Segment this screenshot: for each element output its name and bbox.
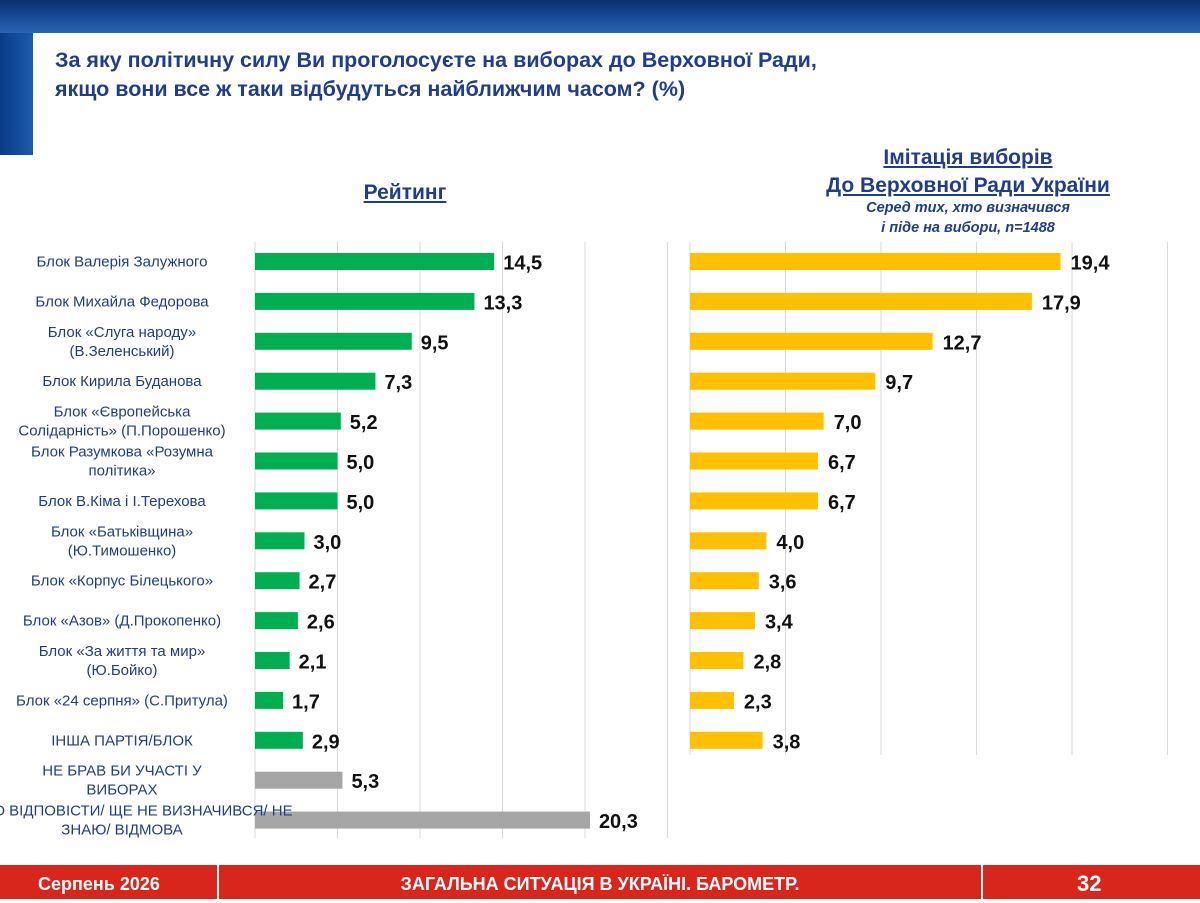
footer-divider bbox=[981, 865, 983, 899]
category-label: НЕ БРАВ БИ УЧАСТІ У bbox=[42, 763, 202, 780]
rating-bar bbox=[255, 652, 290, 669]
category-label: Блок Михайла Федорова bbox=[35, 293, 209, 310]
rating-value-label: 20,3 bbox=[599, 811, 638, 833]
question-line-2: якщо вони все ж таки відбудуться найближ… bbox=[55, 77, 686, 101]
rating-title: Рейтинг bbox=[363, 181, 447, 204]
rating-bar bbox=[255, 332, 412, 350]
rating-bar bbox=[255, 372, 376, 390]
simulation-value-label: 7,0 bbox=[834, 412, 862, 434]
simulation-bar bbox=[690, 452, 818, 470]
category-label: (Ю.Бойко) bbox=[87, 662, 158, 679]
simulation-value-label: 6,7 bbox=[828, 452, 856, 474]
simulation-bar bbox=[690, 572, 759, 590]
simulation-value-label: 19,4 bbox=[1071, 253, 1111, 275]
simulation-value-label: 4,0 bbox=[776, 532, 804, 554]
category-label: ВАЖКО ВІДПОВІСТИ/ ЩЕ НЕ ВИЗНАЧИВСЯ/ НЕ bbox=[0, 803, 293, 820]
category-label: Блок «Азов» (Д.Прокопенко) bbox=[23, 613, 221, 630]
rating-value-label: 2,9 bbox=[312, 731, 340, 753]
simulation-value-label: 12,7 bbox=[943, 332, 982, 354]
footer-date: Серпень 2026 bbox=[38, 874, 160, 894]
simulation-bar bbox=[690, 332, 933, 350]
rating-value-label: 5,0 bbox=[347, 452, 375, 474]
rating-bar bbox=[255, 292, 475, 310]
category-label: Солідарність» (П.Порошенко) bbox=[18, 423, 225, 440]
question-title: За яку політичну силу Ви проголосуєте на… bbox=[55, 46, 1155, 104]
simulation-bar bbox=[690, 292, 1032, 310]
rating-value-label: 9,5 bbox=[421, 332, 449, 354]
simulation-title-line-2: До Верховної Ради України bbox=[826, 174, 1110, 197]
rating-value-label: 5,3 bbox=[351, 771, 379, 793]
side-accent-bar bbox=[0, 33, 33, 155]
rating-bar bbox=[255, 771, 343, 789]
rating-bar bbox=[255, 492, 338, 510]
category-label: (В.Зеленський) bbox=[69, 343, 174, 360]
rating-bar bbox=[255, 612, 298, 630]
rating-value-label: 1,7 bbox=[292, 691, 320, 713]
footer-divider bbox=[217, 865, 219, 899]
rating-value-label: 2,7 bbox=[309, 572, 337, 594]
simulation-bar bbox=[690, 372, 876, 390]
simulation-bar bbox=[690, 731, 763, 749]
rating-bar bbox=[255, 572, 300, 590]
category-label: Блок Валерія Залужного bbox=[36, 254, 207, 271]
top-banner bbox=[0, 0, 1200, 33]
category-label: Блок «Слуга народу» bbox=[48, 324, 197, 341]
rating-bar bbox=[255, 731, 303, 749]
page-number: 32 bbox=[1077, 871, 1102, 896]
rating-bar bbox=[255, 452, 338, 470]
simulation-subtitle-line-1: Серед тих, хто визначився bbox=[866, 200, 1070, 216]
rating-bar bbox=[255, 253, 495, 270]
rating-value-label: 13,3 bbox=[483, 292, 522, 314]
category-label: Блок В.Кіма і І.Терехова bbox=[38, 493, 206, 510]
category-label: політика» bbox=[88, 463, 155, 480]
simulation-bar bbox=[690, 691, 734, 709]
category-label: (Ю.Тимошенко) bbox=[68, 542, 177, 559]
simulation-value-label: 6,7 bbox=[828, 492, 856, 514]
question-line-1: За яку політичну силу Ви проголосуєте на… bbox=[55, 48, 817, 72]
simulation-value-label: 3,4 bbox=[765, 612, 794, 634]
category-label: Блок Кирила Буданова bbox=[42, 373, 202, 390]
simulation-value-label: 3,8 bbox=[773, 731, 801, 753]
rating-value-label: 2,1 bbox=[299, 652, 327, 674]
simulation-bar bbox=[690, 652, 744, 669]
rating-bar bbox=[255, 691, 284, 709]
category-label: ВИБОРАХ bbox=[86, 782, 157, 799]
rating-value-label: 5,0 bbox=[347, 492, 375, 514]
rating-bar bbox=[255, 532, 305, 550]
category-label: Блок «24 серпня» (С.Притула) bbox=[16, 692, 228, 709]
category-label: Блок «Європейська bbox=[54, 404, 191, 421]
simulation-value-label: 2,3 bbox=[744, 691, 772, 713]
rating-bar bbox=[255, 811, 590, 829]
simulation-bar bbox=[690, 412, 824, 430]
simulation-bar bbox=[690, 492, 818, 510]
rating-value-label: 3,0 bbox=[314, 532, 342, 554]
simulation-value-label: 2,8 bbox=[753, 652, 781, 674]
category-label: ЗНАЮ/ ВІДМОВА bbox=[61, 822, 182, 839]
category-label: Блок «Корпус Білецького» bbox=[31, 573, 213, 590]
category-label: Блок «Батьківщина» bbox=[51, 523, 193, 540]
simulation-value-label: 9,7 bbox=[885, 372, 913, 394]
category-label: ІНША ПАРТІЯ/БЛОК bbox=[51, 732, 193, 749]
simulation-value-label: 17,9 bbox=[1042, 292, 1081, 314]
simulation-bar bbox=[690, 253, 1061, 270]
category-label: Блок «За життя та мир» bbox=[39, 643, 206, 660]
simulation-bar bbox=[690, 612, 755, 630]
rating-value-label: 2,6 bbox=[307, 612, 335, 634]
rating-value-label: 5,2 bbox=[350, 412, 378, 434]
rating-value-label: 14,5 bbox=[503, 253, 542, 275]
footer-title: ЗАГАЛЬНА СИТУАЦІЯ В УКРАЇНІ. БАРОМЕТР. bbox=[400, 874, 800, 894]
simulation-value-label: 3,6 bbox=[769, 572, 797, 594]
rating-value-label: 7,3 bbox=[384, 372, 412, 394]
simulation-bar bbox=[690, 532, 767, 550]
simulation-title-line-1: Імітація виборів bbox=[883, 146, 1053, 169]
simulation-subtitle-line-2: і піде на вибори, n=1488 bbox=[881, 220, 1055, 236]
category-label: Блок Разумкова «Розумна bbox=[31, 444, 214, 461]
rating-bar bbox=[255, 412, 341, 430]
footer-bar: Серпень 2026 ЗАГАЛЬНА СИТУАЦІЯ В УКРАЇНІ… bbox=[0, 865, 1200, 899]
